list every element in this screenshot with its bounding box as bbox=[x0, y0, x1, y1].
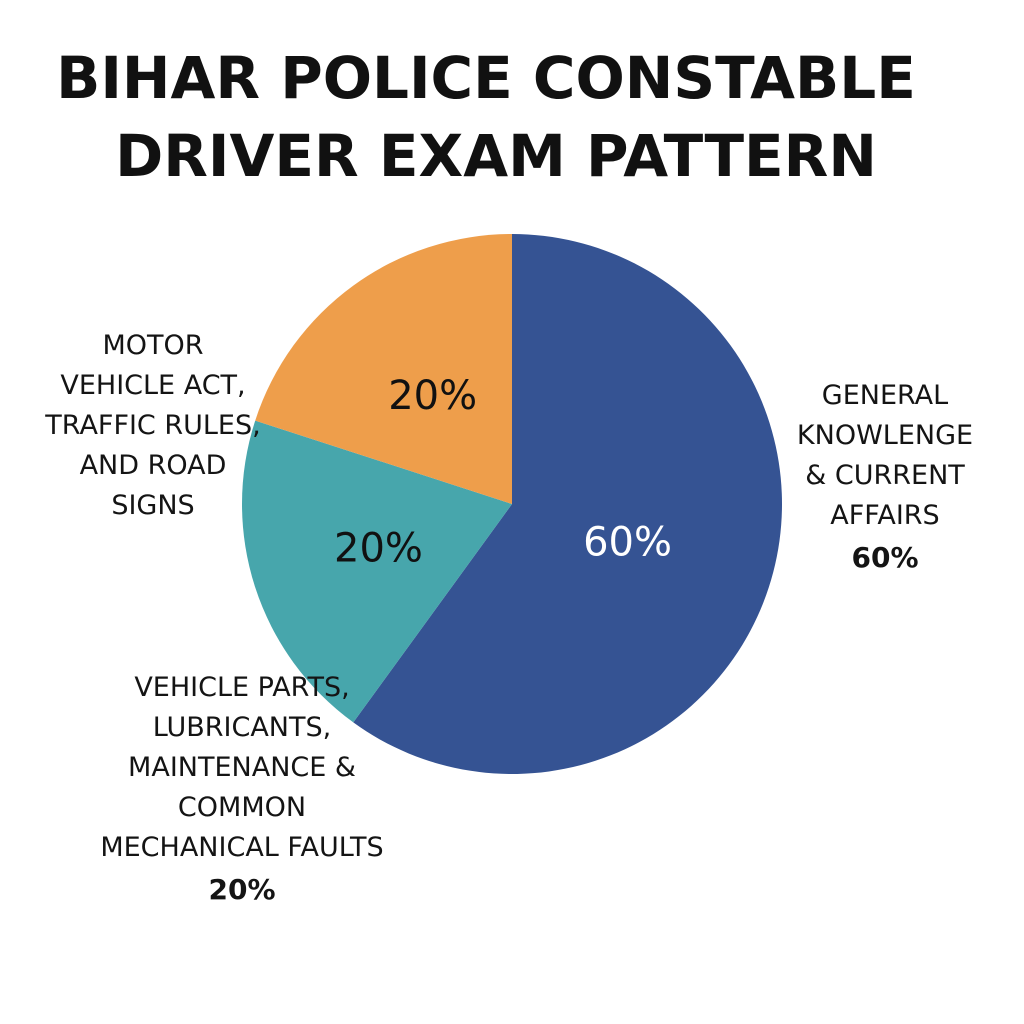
category-label-line: & CURRENT bbox=[805, 460, 965, 491]
slice-label-general-knowledge: 60% bbox=[583, 520, 672, 566]
pie-slice-motor-vehicle-act bbox=[255, 234, 513, 504]
category-label-line: AND ROAD bbox=[79, 450, 227, 481]
pie-slice-vehicle-parts bbox=[241, 420, 512, 723]
chart-title-line-2: DRIVER EXAM PATTERN bbox=[115, 122, 877, 190]
category-label-line: GENERAL bbox=[821, 380, 949, 411]
category-label-vehicle-parts: VEHICLE PARTS, LUBRICANTS, MAINTENANCE &… bbox=[52, 668, 432, 912]
category-label-line: KNOWLENGE bbox=[796, 420, 974, 451]
category-percentage: 60% bbox=[851, 541, 919, 574]
slice-label-motor-vehicle-act: 20% bbox=[388, 373, 477, 419]
category-percentage: 20% bbox=[208, 873, 276, 906]
category-label-line: SIGNS bbox=[111, 490, 195, 521]
category-label-general-knowledge: GENERAL KNOWLENGE & CURRENT AFFAIRS 60% bbox=[770, 376, 1000, 580]
category-label-line: MAINTENANCE & bbox=[128, 752, 356, 783]
category-label-line: VEHICLE ACT, bbox=[60, 370, 246, 401]
chart-title-line-1: BIHAR POLICE CONSTABLE bbox=[56, 44, 916, 112]
category-label-line: AFFAIRS bbox=[830, 500, 940, 531]
category-label-line: MOTOR bbox=[102, 330, 204, 361]
pie-slices bbox=[241, 234, 783, 775]
category-label-line: COMMON bbox=[177, 792, 307, 823]
category-label-line: LUBRICANTS, bbox=[152, 712, 332, 743]
category-label-line: TRAFFIC RULES, bbox=[45, 410, 261, 441]
category-label-motor-vehicle-act: MOTOR VEHICLE ACT, TRAFFIC RULES, AND RO… bbox=[18, 326, 288, 526]
pie-slice-labels: 60% 20% 20% bbox=[334, 373, 672, 572]
slice-label-vehicle-parts: 20% bbox=[334, 525, 423, 571]
category-label-line: VEHICLE PARTS, bbox=[134, 672, 350, 703]
pie-slice-general-knowledge bbox=[353, 234, 783, 775]
category-label-line: MECHANICAL FAULTS bbox=[100, 832, 384, 863]
